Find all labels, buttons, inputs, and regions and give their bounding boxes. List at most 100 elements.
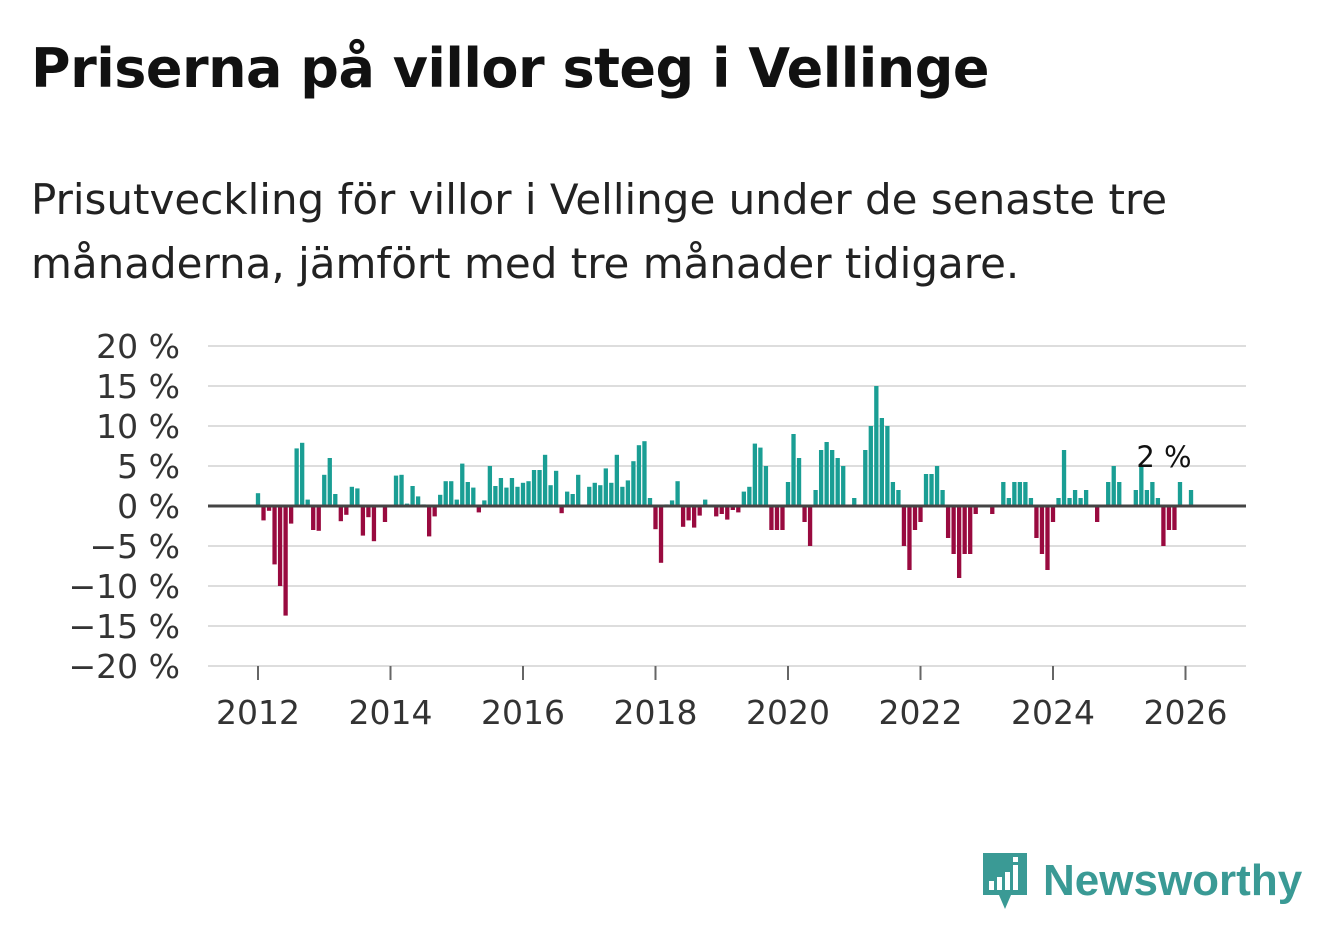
bar [1177, 482, 1183, 506]
bar [714, 506, 719, 517]
y-tick-label: −5 % [90, 527, 181, 566]
bar [471, 487, 476, 506]
bar [498, 478, 504, 506]
bar [393, 475, 399, 506]
bar [1061, 450, 1067, 506]
bar [990, 506, 995, 514]
x-tick-label: 2012 [216, 693, 300, 732]
bar [322, 474, 327, 506]
bar [885, 426, 890, 506]
bar [625, 480, 631, 506]
bar [1078, 498, 1083, 506]
bar [1012, 482, 1017, 506]
bar [360, 506, 366, 536]
bar [598, 485, 603, 506]
x-tick-label: 2026 [1144, 693, 1228, 732]
grid-lines [208, 345, 1246, 667]
bar [548, 485, 553, 506]
bar [1017, 482, 1023, 506]
last-value-label: 2 % [1136, 440, 1191, 474]
newsworthy-logo-icon [983, 853, 1027, 909]
newsworthy-logo[interactable]: Newsworthy [981, 850, 1302, 912]
bar [410, 486, 415, 506]
bar [338, 506, 343, 522]
bar [1155, 498, 1161, 506]
bar [609, 482, 614, 506]
bar [614, 454, 620, 506]
bar [841, 466, 846, 506]
bar [288, 506, 294, 524]
x-tick-label: 2022 [879, 693, 963, 732]
y-tick-label: 20 % [96, 327, 180, 366]
x-tick-label: 2014 [349, 693, 433, 732]
bar [791, 434, 796, 506]
bar [305, 499, 310, 506]
newsworthy-logo-text: Newsworthy [1043, 856, 1303, 905]
x-tick-label: 2018 [614, 693, 698, 732]
bar [968, 506, 973, 554]
bar [686, 506, 691, 521]
bar [620, 486, 625, 506]
bar [454, 499, 459, 506]
y-tick-label: 0 % [117, 487, 180, 526]
bar [780, 506, 785, 530]
bar [1006, 498, 1011, 506]
bar [1034, 506, 1039, 538]
bar [736, 506, 741, 513]
bar [1050, 506, 1056, 522]
bar [565, 491, 570, 506]
bar [868, 426, 873, 506]
bar [802, 506, 807, 522]
bar [553, 470, 559, 506]
bar [879, 418, 885, 506]
bar [382, 506, 388, 522]
bar [1150, 482, 1155, 506]
bar-series [255, 386, 1194, 616]
bar [603, 468, 608, 506]
bar [294, 448, 299, 506]
bar [261, 506, 266, 521]
bar [482, 500, 487, 506]
bar [934, 466, 940, 506]
bar [1072, 490, 1078, 506]
bar [951, 506, 956, 554]
bar [1028, 498, 1034, 506]
bar [526, 481, 531, 506]
y-tick-label: 5 % [117, 447, 180, 486]
bar-chart: 20 %15 %10 %5 %0 %−5 %−10 %−15 %−20 % 20… [69, 327, 1246, 732]
bar [277, 506, 283, 586]
bar [266, 506, 272, 511]
y-tick-label: 15 % [96, 367, 180, 406]
bar [487, 466, 493, 506]
bar [327, 458, 332, 506]
bar [438, 494, 443, 506]
bar [769, 506, 774, 530]
bar [587, 486, 592, 506]
bar [415, 496, 421, 506]
bar [504, 487, 509, 506]
bar [509, 478, 515, 506]
bar [763, 466, 769, 506]
bar [669, 500, 675, 506]
bar [333, 494, 338, 506]
y-tick-label: 10 % [96, 407, 180, 446]
bar [1111, 466, 1116, 506]
bar [874, 386, 879, 506]
bar [371, 506, 377, 542]
bar [515, 486, 520, 506]
bar [852, 498, 857, 506]
bar [1056, 498, 1061, 506]
bar [824, 442, 829, 506]
bar [1117, 482, 1122, 506]
bar [1133, 490, 1138, 506]
y-tick-label: −15 % [69, 607, 181, 646]
bar [592, 482, 597, 506]
bar [1172, 506, 1177, 530]
bar [1188, 490, 1194, 506]
chart-title: Priserna på villor steg i Vellinge [31, 37, 990, 100]
bar [918, 506, 923, 522]
bar [493, 486, 498, 506]
bar [680, 506, 686, 527]
bar [1001, 482, 1006, 506]
bar [962, 506, 967, 554]
